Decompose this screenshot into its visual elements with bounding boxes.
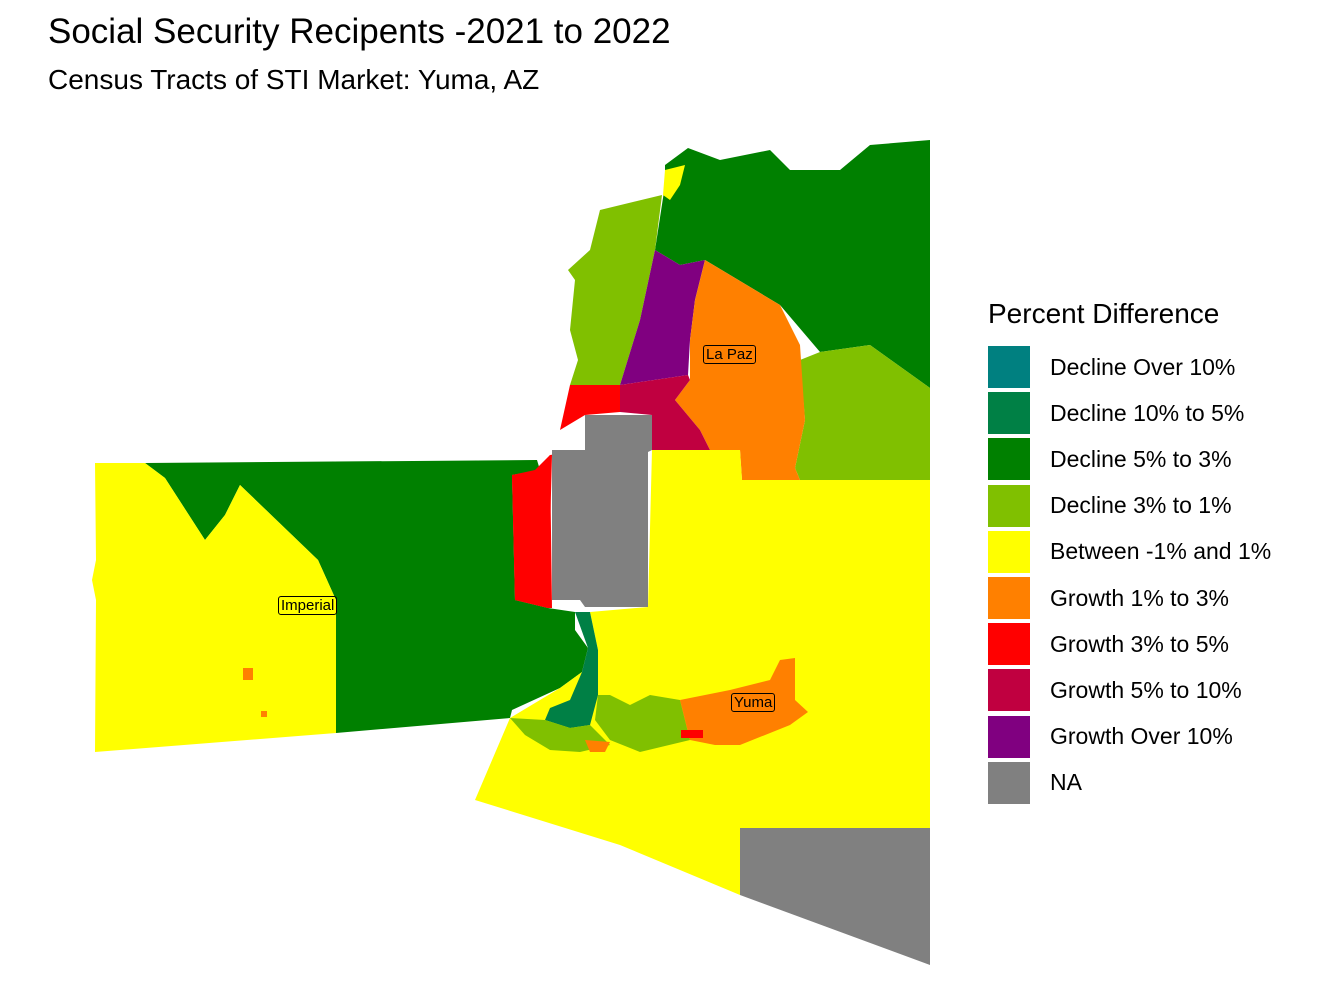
legend-swatch [988, 577, 1030, 620]
tract-lapaz-center [620, 250, 705, 385]
legend-swatch [988, 392, 1030, 435]
legend-title: Percent Difference [988, 298, 1220, 329]
legend-item: Growth 5% to 10% [988, 667, 1271, 713]
legend-item: Between -1% and 1% [988, 529, 1271, 575]
legend-swatch [988, 669, 1030, 712]
legend-item: Decline 3% to 1% [988, 483, 1271, 529]
map-title: Social Security Recipents -2021 to 2022 [48, 12, 671, 51]
county-label-imperial: Imperial [278, 596, 338, 615]
county-label-la-paz: La Paz [703, 345, 756, 364]
legend-item: Decline 5% to 3% [988, 436, 1271, 482]
legend-label: Decline 3% to 1% [1050, 492, 1232, 519]
tract-imperial-small-2 [261, 711, 267, 717]
legend-swatch [988, 761, 1030, 804]
legend-swatch [988, 484, 1030, 527]
tract-lapaz-crimson [620, 375, 710, 450]
legend-item: NA [988, 760, 1271, 806]
map-subtitle: Census Tracts of STI Market: Yuma, AZ [48, 64, 540, 95]
tract-yuma-southwest-green [510, 718, 610, 752]
tract-yuma-green-small [595, 695, 690, 752]
tract-yuma-teal [545, 612, 598, 728]
tract-imperial-small-1 [243, 668, 253, 680]
tract-lapaz-northeast [655, 140, 930, 388]
legend-item: Decline 10% to 5% [988, 390, 1271, 436]
tract-yuma-red-small [681, 730, 703, 738]
tract-yuma-orange [680, 658, 808, 745]
tract-lapaz-orange [675, 260, 805, 480]
legend-label: Decline 10% to 5% [1050, 399, 1245, 426]
legend: Percent Difference Decline Over 10% Decl… [988, 298, 1271, 806]
legend-item: Decline Over 10% [988, 344, 1271, 390]
legend-swatch [988, 623, 1030, 666]
legend-item: Growth 3% to 5% [988, 621, 1271, 667]
legend-item: Growth Over 10% [988, 714, 1271, 760]
legend-label: Growth 3% to 5% [1050, 630, 1229, 657]
tract-yuma-main [475, 450, 930, 895]
tract-lapaz-west [568, 195, 662, 385]
legend-label: Decline 5% to 3% [1050, 445, 1232, 472]
tract-yuma-orange-small [585, 740, 610, 752]
legend-items: Decline Over 10% Decline 10% to 5% Decli… [988, 344, 1271, 806]
tract-lapaz-east [795, 345, 930, 480]
legend-swatch [988, 530, 1030, 573]
legend-swatch [988, 715, 1030, 758]
legend-label: Decline Over 10% [1050, 353, 1236, 380]
legend-swatch [988, 438, 1030, 481]
legend-label: Growth Over 10% [1050, 723, 1233, 750]
tract-imperial-east [145, 460, 588, 733]
legend-label: Growth 1% to 3% [1050, 584, 1229, 611]
tract-na-south [740, 828, 930, 965]
tract-lapaz-red-strip [512, 455, 552, 608]
legend-label: NA [1050, 769, 1082, 796]
legend-item: Growth 1% to 3% [988, 575, 1271, 621]
legend-label: Between -1% and 1% [1050, 538, 1272, 565]
tract-lapaz-north-small [663, 165, 685, 200]
legend-label: Growth 5% to 10% [1050, 676, 1242, 703]
legend-swatch [988, 346, 1030, 389]
tract-imperial-west [92, 463, 336, 752]
county-label-yuma: Yuma [731, 693, 776, 712]
tract-na-north [552, 415, 652, 607]
